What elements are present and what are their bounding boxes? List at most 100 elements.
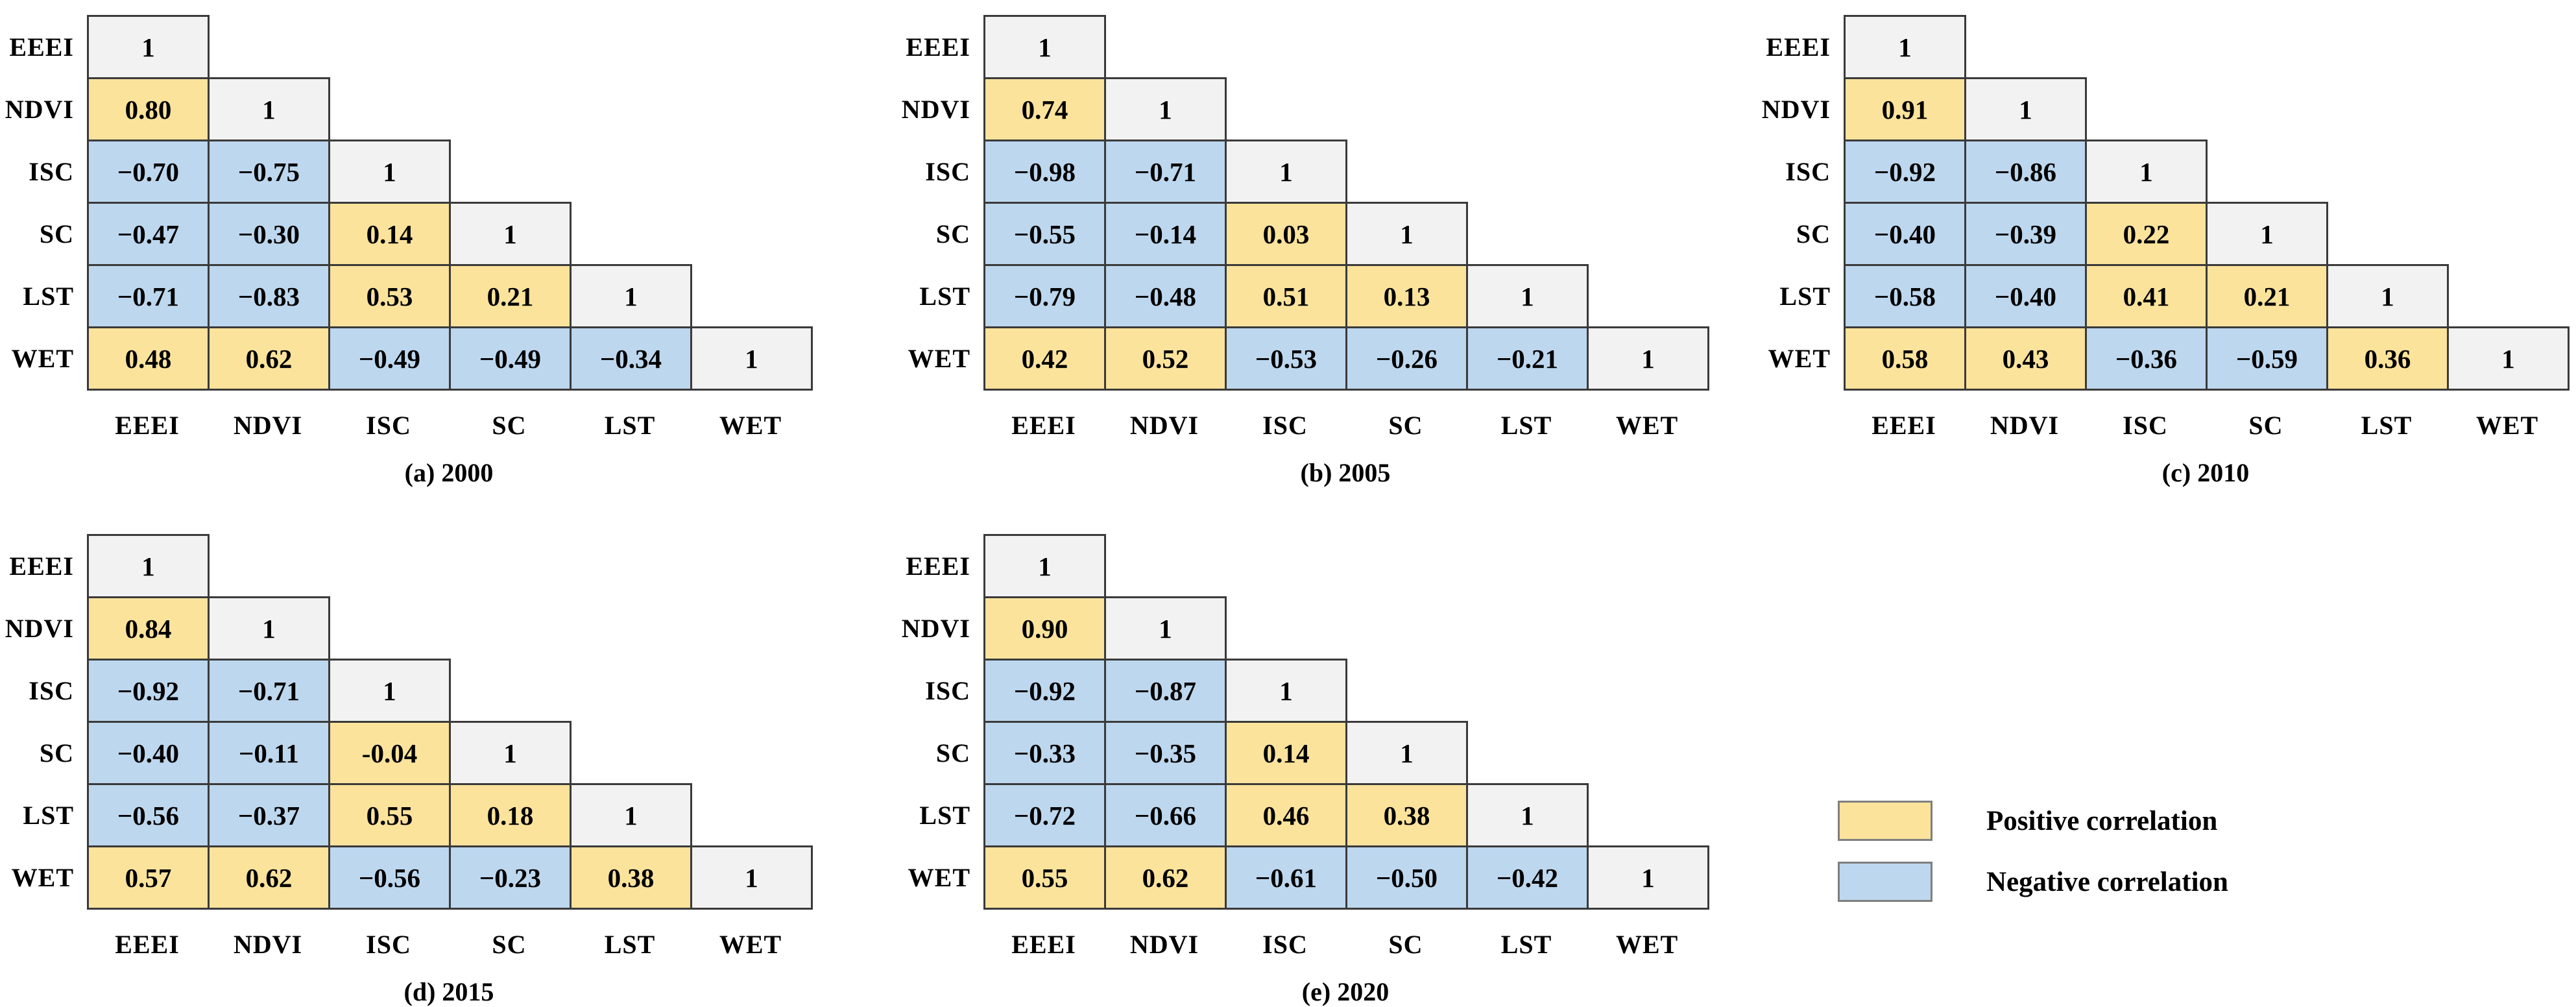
matrix-cell: −0.98	[983, 140, 1106, 204]
matrix-cell: 0.62	[208, 326, 330, 391]
matrix-cell: 1	[328, 140, 451, 204]
matrix-cell: 0.52	[1104, 326, 1227, 391]
row-label: EEEI	[9, 552, 74, 581]
matrix-rows: EEEI 1 NDVI 0.91 1 ISC −0.92 −0.86 1 SC −0.40 −0.39…	[1761, 15, 2570, 391]
matrix-cell: 0.36	[2326, 326, 2449, 391]
matrix-cell: 0.03	[1225, 202, 1347, 266]
matrix-rows: EEEI 1 NDVI 0.74 1 ISC −0.98 −0.71 1 SC −0.55 −0.14…	[902, 15, 1709, 391]
matrix-cell: −0.55	[983, 202, 1106, 266]
negative-correlation-swatch	[1838, 862, 1932, 902]
matrix-col-labels: EEEI NDVI ISC SC LST WET	[1844, 410, 2568, 441]
legend-label-positive: Positive correlation	[1986, 805, 2218, 836]
matrix-cell: 0.22	[2085, 202, 2208, 266]
row-label: EEEI	[1766, 32, 1831, 62]
row-label: WET	[908, 863, 970, 892]
matrix-row: SC −0.33 −0.35 0.14 1	[903, 721, 1707, 785]
row-label: WET	[908, 344, 970, 373]
matrix-cell: −0.53	[1225, 326, 1347, 391]
matrix-cell: 1	[690, 326, 813, 391]
matrix-cell: 0.41	[2085, 264, 2208, 328]
matrix-row: NDVI 0.91 1	[1761, 77, 2568, 141]
row-label: EEEI	[9, 32, 74, 62]
matrix-cell: 0.18	[449, 783, 572, 847]
matrix-cell: −0.33	[983, 721, 1106, 785]
matrix-cell: 1	[2447, 326, 2570, 391]
col-label: WET	[2475, 411, 2539, 440]
matrix-row: EEEI 1	[6, 534, 811, 598]
matrix-cell: −0.40	[87, 721, 210, 785]
matrix-cell: 1	[690, 845, 813, 910]
matrix-cell: 1	[1104, 77, 1227, 141]
row-label: ISC	[29, 157, 74, 186]
matrix-cell: −0.47	[87, 202, 210, 266]
matrix-cell: −0.40	[1844, 202, 1966, 266]
col-label: NDVI	[1129, 411, 1199, 440]
row-label: NDVI	[901, 614, 970, 643]
matrix-cell: −0.49	[449, 326, 572, 391]
matrix-cell: 0.21	[449, 264, 572, 328]
matrix-cell: −0.26	[1345, 326, 1468, 391]
matrix-cell: −0.56	[87, 783, 210, 847]
matrix-row: EEEI 1	[903, 15, 1707, 79]
col-label: EEEI	[1011, 411, 1076, 440]
row-label: SC	[935, 738, 970, 768]
matrix-cell: 1	[1587, 326, 1709, 391]
row-label: ISC	[925, 157, 970, 186]
matrix-cell: 1	[1345, 721, 1468, 785]
row-label: LST	[23, 801, 74, 830]
row-label: ISC	[1785, 157, 1831, 186]
matrix-cell: 1	[983, 15, 1106, 79]
matrix-cell: 0.38	[570, 845, 692, 910]
matrix-cell: 1	[208, 596, 330, 661]
row-label: NDVI	[5, 95, 74, 124]
col-label: ISC	[366, 930, 411, 959]
matrix-cell: −0.86	[1964, 140, 2087, 204]
matrix-cell: 0.74	[983, 77, 1106, 141]
col-label: EEEI	[1872, 411, 1936, 440]
matrix-row: LST −0.72 −0.66 0.46 0.38 1	[903, 783, 1707, 847]
row-label: ISC	[925, 676, 970, 705]
matrix-cell: −0.87	[1104, 659, 1227, 723]
col-label: EEEI	[115, 930, 180, 959]
row-label: EEEI	[906, 32, 970, 62]
matrix-cell: −0.42	[1466, 845, 1589, 910]
col-label: LST	[604, 411, 656, 440]
matrix-cell: −0.48	[1104, 264, 1227, 328]
col-label: WET	[1615, 411, 1679, 440]
matrix-row: SC −0.40 −0.39 0.22 1	[1763, 202, 2568, 266]
row-label: WET	[11, 344, 74, 373]
row-label: SC	[1796, 219, 1831, 249]
matrix-row: ISC −0.70 −0.75 1	[6, 140, 811, 204]
matrix-cell: 1	[1104, 596, 1227, 661]
matrix-row: NDVI 0.90 1	[901, 596, 1707, 661]
matrix-cell: −0.61	[1225, 845, 1347, 910]
matrix-col-labels: EEEI NDVI ISC SC LST WET	[87, 410, 811, 441]
matrix-rows: EEEI 1 NDVI 0.80 1 ISC −0.70 −0.75 1 SC −0.47 −0.30…	[5, 15, 813, 391]
matrix-cell: 0.58	[1844, 326, 1966, 391]
matrix-row: LST −0.58 −0.40 0.41 0.21 1	[1763, 264, 2568, 328]
matrix-cell: 0.57	[87, 845, 210, 910]
matrix-caption: (e) 2020	[1301, 977, 1390, 1006]
matrix-cell: −0.66	[1104, 783, 1227, 847]
matrix-cell: −0.40	[1964, 264, 2087, 328]
matrix-cell: 1	[2085, 140, 2208, 204]
col-label: SC	[492, 930, 527, 959]
row-label: WET	[11, 863, 74, 892]
matrix-cell: 1	[87, 534, 210, 598]
matrix-cell: 0.48	[87, 326, 210, 391]
matrix-row: WET 0.48 0.62 −0.49 −0.49 −0.34 1	[6, 326, 813, 391]
matrix-cell: 1	[2326, 264, 2449, 328]
col-label: NDVI	[233, 411, 303, 440]
matrix-cell: 0.62	[208, 845, 330, 910]
matrix-cell: −0.71	[208, 659, 330, 723]
matrix-cell: -0.04	[328, 721, 451, 785]
matrix-row: NDVI 0.74 1	[902, 77, 1707, 141]
row-label: NDVI	[1761, 95, 1831, 124]
row-label: LST	[1779, 282, 1831, 311]
matrix-row: WET 0.55 0.62 −0.61 −0.50 −0.42 1	[903, 845, 1709, 910]
matrix-row: ISC −0.92 −0.71 1	[6, 659, 811, 723]
matrix-row: WET 0.58 0.43 −0.36 −0.59 0.36 1	[1763, 326, 2570, 391]
col-label: EEEI	[115, 411, 180, 440]
matrix-cell: −0.34	[570, 326, 692, 391]
matrix-cell: 0.91	[1844, 77, 1966, 141]
